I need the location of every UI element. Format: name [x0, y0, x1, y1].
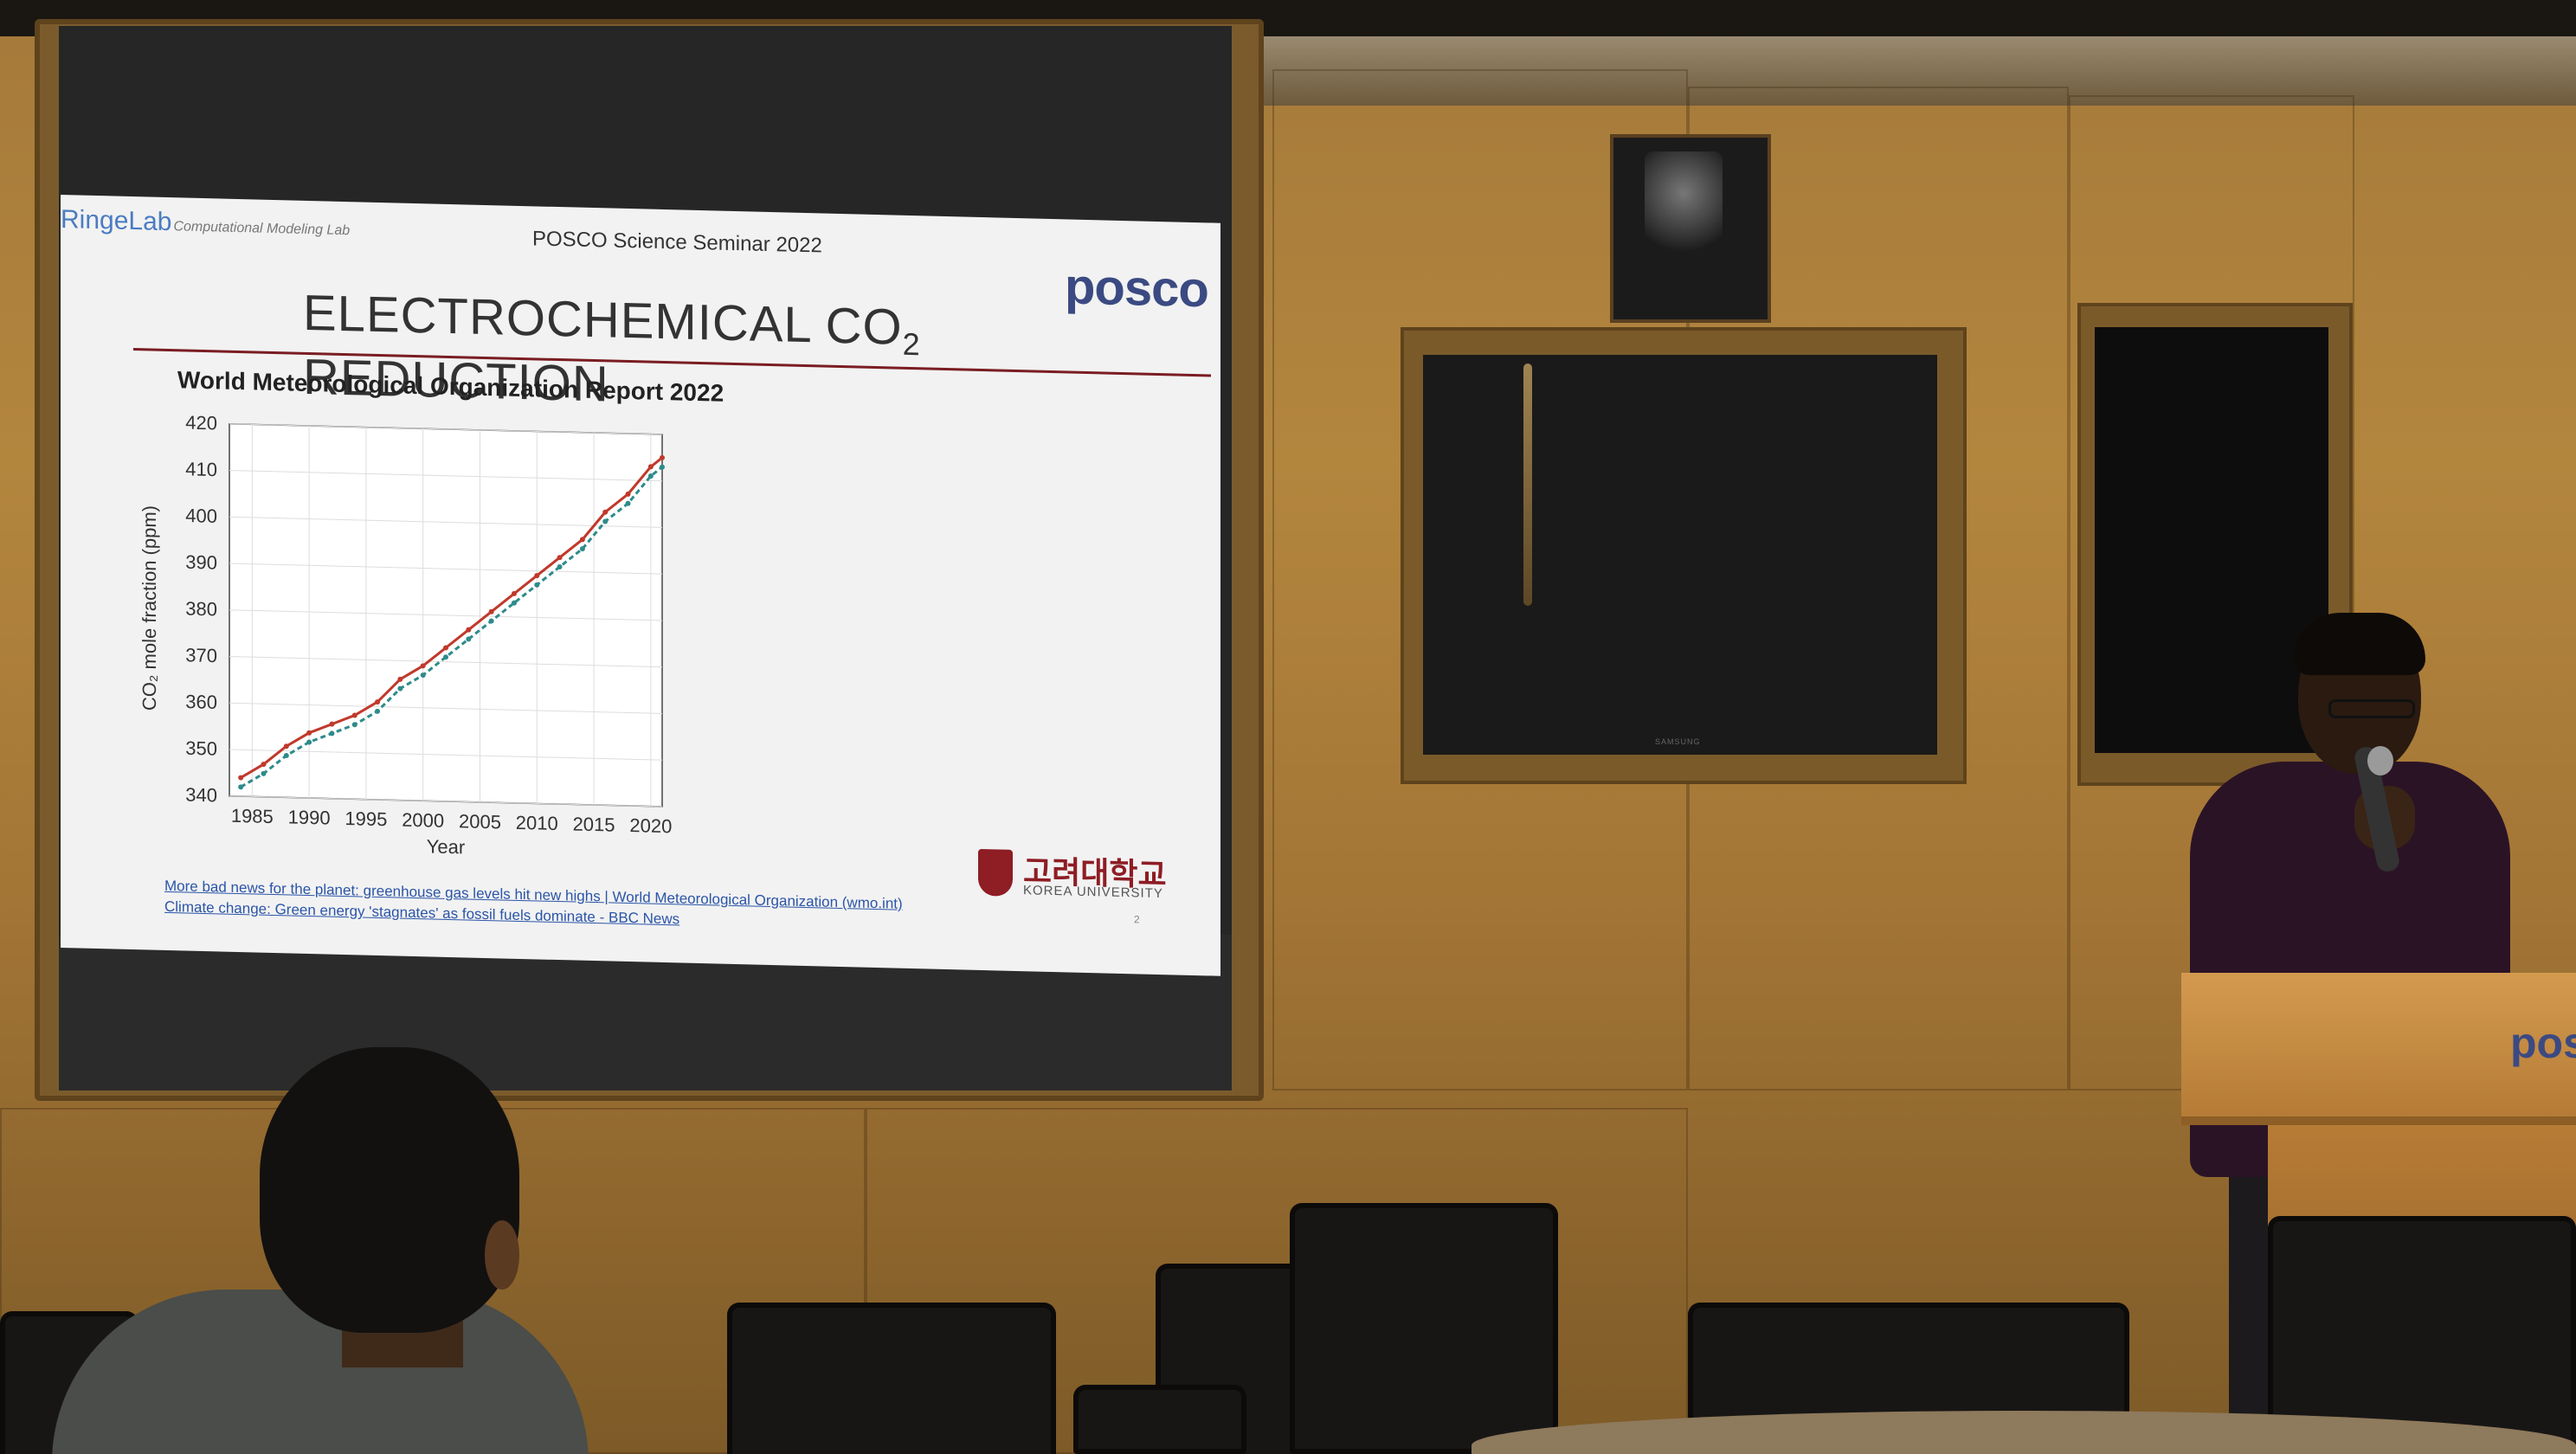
university-name-english: KOREA UNIVERSITY: [1023, 883, 1163, 902]
y-tick-label: 370: [185, 644, 217, 666]
data-point: [660, 464, 665, 470]
data-point: [329, 730, 335, 737]
y-tick-label: 360: [185, 691, 217, 713]
data-point: [579, 546, 585, 552]
data-point: [283, 743, 289, 750]
slide-title-main: ELECTROCHEMICAL CO: [303, 284, 903, 356]
series-line-1: [240, 456, 663, 779]
data-point: [488, 608, 494, 614]
data-point: [466, 627, 472, 633]
y-tick-label: 390: [185, 551, 217, 574]
co2-line-chart: 1985 1990 1995 2000 2005 2010 2015 2020 340 350 36…: [138, 412, 672, 859]
seminar-title: POSCO Science Seminar 2022: [532, 227, 822, 258]
presentation-slide: RingeLab Computational Modeling Lab POSCO…: [61, 195, 1220, 976]
grid-line-y: [229, 702, 662, 714]
data-point: [602, 509, 609, 515]
x-tick-label: 2020: [629, 814, 672, 837]
data-point: [534, 582, 540, 588]
data-point: [397, 685, 403, 692]
korea-university-shield-icon: [978, 848, 1013, 897]
x-tick-label: 2005: [459, 810, 501, 833]
data-point: [443, 645, 448, 651]
data-point: [625, 491, 631, 497]
data-point: [238, 784, 244, 790]
microphone-head: [2367, 746, 2393, 775]
data-point: [375, 699, 381, 705]
data-point: [420, 672, 426, 679]
data-point: [397, 676, 403, 682]
slide-page-number: 2: [1134, 913, 1140, 926]
y-tick-label: 380: [185, 598, 217, 621]
lab-logo-subtitle: Computational Modeling Lab: [173, 219, 351, 239]
chair: [2268, 1216, 2576, 1454]
grid-line-y: [229, 795, 662, 807]
slide-title-subscript: 2: [902, 325, 921, 363]
chair: [1290, 1203, 1558, 1454]
x-tick-label: 1990: [288, 806, 331, 828]
x-tick-label: 2015: [573, 813, 615, 835]
audience-head: [260, 1047, 519, 1333]
x-tick-label: 2000: [402, 809, 444, 832]
ceiling-trim: [1125, 36, 2576, 106]
data-point: [579, 537, 585, 543]
data-point: [625, 500, 631, 506]
data-point: [466, 636, 472, 642]
data-point: [660, 454, 665, 460]
x-tick-label: 1995: [345, 807, 387, 830]
data-point: [647, 464, 654, 470]
data-point: [306, 739, 312, 745]
x-axis-label: Year: [427, 835, 465, 858]
chair: [727, 1303, 1056, 1454]
data-point: [283, 752, 289, 758]
y-tick-label: 420: [185, 412, 217, 434]
data-point: [511, 590, 517, 596]
podium-top: [2181, 973, 2576, 1125]
data-point: [647, 473, 654, 479]
data-point: [261, 770, 267, 776]
data-point: [488, 618, 494, 624]
data-point: [557, 555, 563, 561]
grid-line-y: [229, 563, 662, 575]
podium-logo: pos: [2510, 1019, 2576, 1067]
data-point: [238, 775, 244, 781]
lab-logo-text: RingeLab: [61, 205, 172, 237]
glasses-icon: [2328, 699, 2415, 718]
data-point: [351, 722, 357, 728]
data-point: [351, 712, 357, 718]
data-point: [443, 654, 448, 660]
data-point: [602, 518, 609, 524]
y-tick-label: 410: [185, 458, 217, 480]
chair: [1073, 1385, 1246, 1454]
data-point: [306, 730, 312, 736]
data-point: [261, 762, 267, 768]
data-point: [420, 663, 426, 669]
data-point: [329, 721, 335, 727]
data-point: [375, 708, 381, 714]
grid-line-y: [229, 609, 662, 621]
grid-line-y: [229, 516, 662, 528]
tv-glare: [1523, 364, 1532, 606]
x-tick-label: 1985: [231, 805, 274, 827]
y-tick-label: 340: [185, 784, 217, 807]
series-line-2: [240, 466, 663, 788]
grid-line-y: [229, 656, 662, 668]
data-point: [534, 573, 540, 579]
camera-icon: [1645, 151, 1723, 255]
y-axis-label: CO₂ mole fraction (ppm): [138, 505, 160, 711]
grid-line-y: [229, 423, 662, 435]
audience-ear: [485, 1220, 519, 1290]
data-point: [511, 600, 517, 606]
wall-tv: [1423, 355, 1937, 755]
grid-line-y: [229, 470, 662, 482]
lab-logo: RingeLab Computational Modeling Lab: [61, 205, 350, 241]
y-tick-label: 400: [185, 505, 217, 527]
tv-brand: SAMSUNG: [1655, 737, 1701, 746]
presenter-hair: [2294, 613, 2425, 675]
x-tick-label: 2010: [516, 812, 558, 834]
dark-window: [2095, 327, 2328, 753]
grid-line-y: [229, 749, 662, 761]
y-tick-label: 350: [185, 737, 217, 760]
data-point: [557, 563, 563, 569]
